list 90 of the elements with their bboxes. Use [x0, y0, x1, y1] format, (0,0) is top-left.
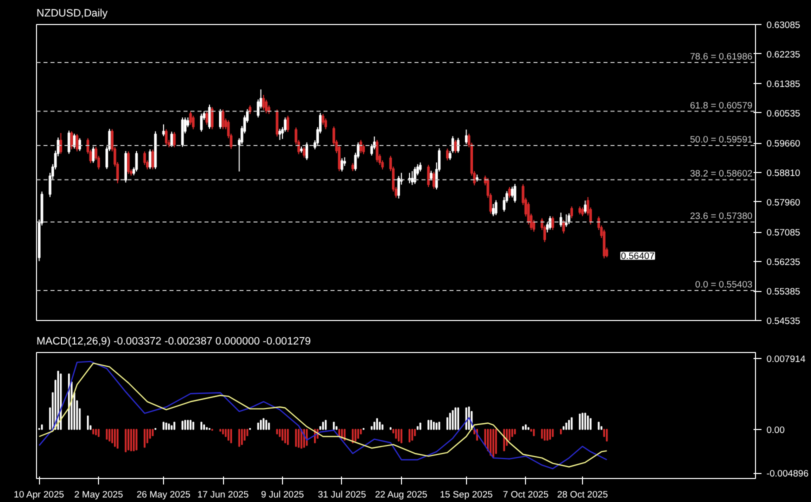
- candlestick: [427, 164, 430, 188]
- y-tick-label: 0.61385: [766, 78, 800, 89]
- candlestick: [584, 200, 587, 214]
- candlestick: [564, 214, 568, 228]
- y-tick-label: 0.57960: [766, 197, 800, 208]
- candlestick: [70, 130, 73, 150]
- candlestick: [376, 139, 378, 163]
- x-tick-label: 10 Apr 2025: [14, 490, 64, 500]
- candlestick: [430, 170, 432, 181]
- y-tick-label: 0.55385: [766, 286, 800, 297]
- y-tick-label: 0.60535: [766, 108, 800, 118]
- candlestick: [286, 115, 290, 132]
- y-tick-label: 0.62235: [766, 49, 800, 60]
- candlestick: [164, 128, 168, 146]
- candlestick: [162, 124, 165, 137]
- candlestick: [514, 183, 516, 204]
- candlestick: [454, 139, 457, 154]
- candlestick: [92, 146, 95, 164]
- candlestick: [135, 150, 138, 172]
- ref-line-label: 61.8 = 0.60579: [690, 100, 753, 110]
- candlestick: [448, 150, 452, 161]
- candlestick: [340, 158, 344, 172]
- y-tick-label: 0.56235: [766, 257, 800, 268]
- ref-line-label: 0.0 = 0.55403: [695, 279, 753, 290]
- candlestick: [76, 134, 78, 152]
- x-tick-label: 9 Jul 2025: [260, 490, 304, 500]
- candlestick: [414, 166, 416, 184]
- candlestick: [68, 130, 70, 154]
- candlestick: [446, 148, 449, 161]
- x-tick-label: 15 Sep 2025: [440, 490, 493, 500]
- x-tick-label: 17 Jun 2025: [197, 490, 249, 500]
- candlestick: [148, 148, 152, 170]
- x-tick-label: 28 Oct 2025: [557, 490, 608, 500]
- y-tick-label: 0.00: [766, 424, 785, 435]
- candlestick: [410, 170, 414, 186]
- annotation: 0.56407: [620, 251, 655, 262]
- x-tick-label: 26 May 2025: [136, 490, 191, 500]
- candlestick: [464, 129, 468, 145]
- x-tick-label: 31 Jul 2025: [318, 490, 366, 500]
- candlestick: [570, 206, 574, 219]
- candlestick: [451, 136, 454, 154]
- candlestick: [192, 115, 195, 130]
- candlestick: [143, 150, 146, 166]
- y-tick-label: -0.004896: [766, 468, 809, 479]
- candlestick: [432, 171, 436, 190]
- candlestick: [568, 212, 570, 225]
- candlestick: [264, 99, 268, 114]
- candlestick: [222, 108, 224, 130]
- y-tick-label: 0.007914: [766, 354, 806, 364]
- x-tick-label: 7 Oct 2025: [502, 490, 549, 500]
- candlestick: [189, 110, 192, 126]
- candlestick: [262, 94, 265, 110]
- candlestick: [397, 175, 400, 199]
- x-tick-label: 22 Aug 2025: [374, 490, 428, 500]
- candlestick: [186, 116, 190, 128]
- x-tick-label: 2 May 2025: [74, 490, 124, 500]
- candlestick: [170, 131, 173, 148]
- ref-line-label: 38.2 = 0.58602: [690, 168, 753, 179]
- candlestick: [419, 162, 422, 172]
- candlestick: [510, 186, 514, 198]
- candlestick: [492, 204, 495, 217]
- candlestick: [205, 111, 208, 126]
- ref-line-label: 50.0 = 0.59591: [690, 134, 753, 144]
- y-tick-label: 0.63085: [766, 20, 800, 30]
- y-tick-label: 0.57085: [766, 228, 800, 238]
- candlestick: [151, 149, 154, 170]
- candlestick: [210, 106, 214, 130]
- candlestick: [302, 146, 306, 158]
- ref-line-label: 78.6 = 0.61986: [690, 52, 753, 62]
- candlestick: [173, 131, 176, 148]
- candlestick: [208, 104, 211, 130]
- y-tick-label: 0.59660: [766, 138, 800, 149]
- candlestick: [508, 186, 511, 198]
- candlestick: [362, 144, 365, 155]
- candlestick: [494, 200, 498, 216]
- chart-title: MACD(12,26,9) -0.003372 -0.002387 0.000000 -0.001279: [36, 336, 311, 348]
- candlestick: [200, 113, 203, 132]
- candlestick: [305, 142, 308, 161]
- chart-title: NZDUSD,Daily: [36, 8, 108, 20]
- candlestick: [551, 216, 554, 230]
- ref-line-label: 23.6 = 0.57380: [690, 211, 753, 222]
- candlestick: [218, 108, 222, 130]
- y-tick-label: 0.54535: [766, 316, 800, 326]
- candlestick: [278, 128, 282, 140]
- candlestick: [127, 150, 130, 174]
- y-tick-label: 0.58810: [766, 168, 800, 178]
- candlestick: [276, 108, 278, 137]
- candlestick: [322, 113, 324, 126]
- candlestick: [324, 118, 328, 130]
- candlestick: [560, 212, 562, 228]
